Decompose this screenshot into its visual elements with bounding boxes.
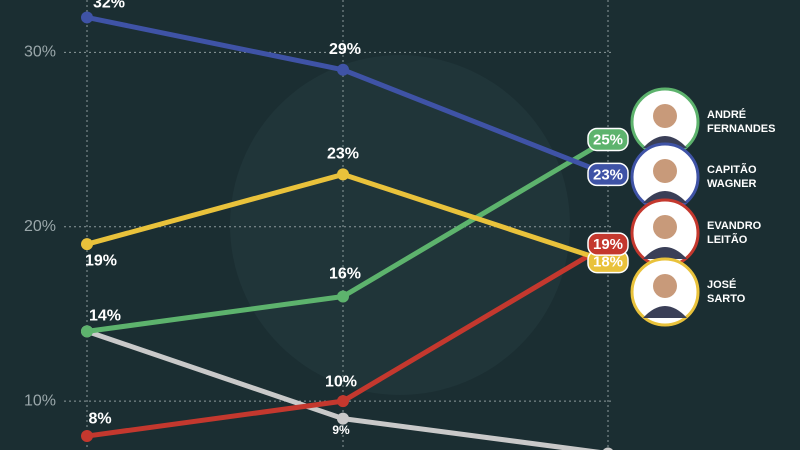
portrait-body: [643, 247, 687, 259]
legend-label: CAPITÃO WAGNER: [707, 164, 757, 190]
point: [81, 325, 93, 338]
value-badge: [587, 162, 629, 187]
value-label: 10%: [325, 373, 357, 390]
y-tick-label: 30%: [24, 44, 56, 61]
value-label: 19%: [85, 252, 117, 269]
value-badge: [587, 232, 629, 256]
value-label: 18%: [593, 254, 623, 271]
value-label: 23%: [593, 166, 623, 183]
portrait-head: [653, 159, 677, 183]
value-badge: [587, 127, 629, 152]
value-label: 8%: [88, 410, 111, 427]
value-label: 19%: [593, 236, 623, 253]
value-label: 29%: [329, 41, 361, 58]
watermark: [230, 55, 570, 395]
point: [337, 395, 349, 408]
point: [81, 11, 93, 24]
value-label: 23%: [327, 146, 359, 163]
legend-label: JOSÉ SARTO: [707, 279, 746, 305]
y-tick-label: 20%: [24, 218, 56, 235]
legend-label: ANDRÉ FERNANDES: [707, 109, 776, 135]
point: [337, 412, 349, 425]
value-label: 16%: [329, 266, 361, 283]
value-label: 9%: [332, 423, 350, 437]
portrait-head: [653, 215, 677, 239]
portrait-head: [653, 274, 677, 298]
value-label: 14%: [89, 308, 121, 325]
portrait-head: [653, 104, 677, 128]
point: [603, 447, 613, 450]
point: [337, 63, 349, 76]
legend-label: EVANDRO LEITÃO: [707, 220, 762, 246]
value-label: 25%: [593, 132, 623, 149]
value-label: 32%: [93, 0, 125, 12]
portrait-body: [643, 306, 687, 318]
portrait-body: [643, 191, 687, 203]
point: [337, 168, 349, 181]
point: [81, 238, 93, 251]
point: [81, 430, 93, 443]
y-tick-label: 10%: [24, 392, 56, 409]
point: [337, 290, 349, 303]
